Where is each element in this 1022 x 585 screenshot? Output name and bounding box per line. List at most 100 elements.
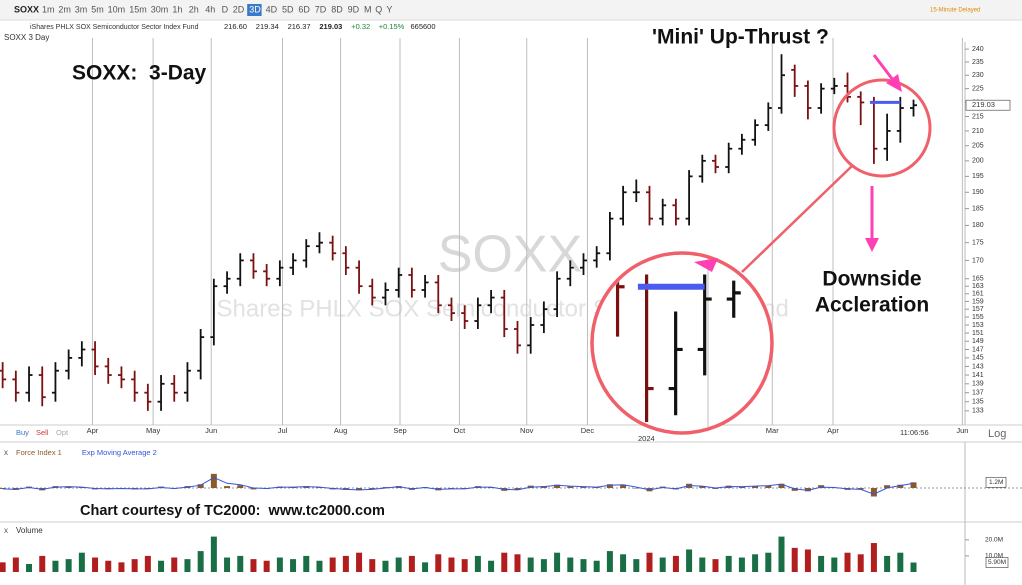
trade-button[interactable]: Opt bbox=[56, 428, 69, 437]
volume-bar bbox=[686, 549, 693, 572]
interval-button[interactable]: 3m bbox=[75, 4, 88, 14]
y-tick-label: 20.0M bbox=[985, 537, 1003, 544]
interval-button[interactable]: 1h bbox=[172, 4, 182, 14]
y-tick-label: 163 bbox=[972, 283, 984, 290]
connector bbox=[741, 165, 853, 273]
x-tick-label: May bbox=[146, 426, 160, 435]
volume-bar bbox=[606, 551, 613, 572]
last-value-box bbox=[985, 476, 1007, 488]
force-bar bbox=[778, 483, 785, 488]
y-tick-label: 139 bbox=[972, 381, 984, 388]
volume-bar bbox=[910, 562, 917, 572]
annotation: 'Mini' Up-Thrust ? bbox=[652, 26, 829, 49]
volume-bar bbox=[250, 559, 257, 572]
volume-bar bbox=[316, 560, 323, 572]
volume-bar bbox=[210, 536, 217, 572]
trade-button[interactable]: Sell bbox=[36, 428, 49, 437]
interval-button[interactable]: 6D bbox=[298, 4, 310, 14]
x-tick-label: Jun bbox=[205, 426, 217, 435]
annotation: SOXX: 3-Day bbox=[72, 62, 207, 85]
force-bar bbox=[567, 486, 574, 488]
force-bar bbox=[197, 484, 204, 488]
interval-button[interactable]: 30m bbox=[151, 4, 169, 14]
volume-bar bbox=[844, 552, 851, 572]
volume-bar bbox=[422, 562, 429, 572]
interval-button[interactable]: Y bbox=[386, 4, 392, 14]
x-tick-label: Mar bbox=[766, 426, 779, 435]
volume-bar bbox=[12, 557, 19, 572]
last-value-box bbox=[985, 557, 1009, 568]
volume-bar bbox=[540, 559, 547, 572]
close-x[interactable]: x bbox=[4, 448, 8, 457]
interval-button[interactable]: M bbox=[364, 4, 372, 14]
y-tick-label: 240 bbox=[972, 46, 984, 53]
interval-button[interactable]: 5m bbox=[91, 4, 104, 14]
interval-button[interactable]: 15m bbox=[129, 4, 147, 14]
arrow-head bbox=[865, 238, 879, 252]
trade-button[interactable]: Buy bbox=[16, 428, 29, 437]
interval-button[interactable]: Q bbox=[375, 4, 382, 14]
scale-label[interactable]: Log bbox=[988, 428, 1006, 440]
force-bar bbox=[897, 484, 904, 488]
interval-button[interactable]: 5D bbox=[282, 4, 294, 14]
volume-bar bbox=[369, 559, 376, 572]
annotation: Accleration bbox=[815, 294, 929, 317]
volume-bar bbox=[342, 555, 349, 572]
interval-button[interactable]: 4h bbox=[205, 4, 215, 14]
volume-bar bbox=[580, 559, 587, 572]
y-tick-label: 215 bbox=[972, 113, 984, 120]
x-tick-label: Apr bbox=[827, 426, 839, 435]
interval-button[interactable]: 2D bbox=[233, 4, 245, 14]
interval-button[interactable]: 4D bbox=[266, 4, 278, 14]
last-price-box bbox=[965, 99, 1011, 111]
interval-button[interactable]: 3D bbox=[249, 4, 261, 14]
volume-bar bbox=[356, 552, 363, 572]
y-tick-label: 133 bbox=[972, 408, 984, 415]
force-bar bbox=[606, 484, 613, 488]
last-price-label: 219.03 bbox=[972, 100, 995, 109]
close-x[interactable]: x bbox=[4, 526, 8, 535]
force-bar bbox=[857, 488, 864, 490]
quote-field: 216.37 bbox=[288, 22, 311, 31]
quote-field: 219.34 bbox=[256, 22, 279, 31]
force-bar bbox=[554, 484, 561, 488]
interval-button[interactable]: D bbox=[222, 4, 229, 14]
interval-button[interactable]: 8D bbox=[331, 4, 343, 14]
interval-button[interactable]: 9D bbox=[348, 4, 360, 14]
volume-bar bbox=[633, 559, 640, 572]
y-tick-label: 170 bbox=[972, 257, 984, 264]
interval-button[interactable]: 2m bbox=[58, 4, 71, 14]
force-bar bbox=[369, 488, 376, 490]
quote-field: 665600 bbox=[411, 22, 436, 31]
volume-bar bbox=[488, 560, 495, 572]
credit: Chart courtesy of TC2000: www.tc2000.com bbox=[80, 503, 385, 519]
inset-arrow bbox=[694, 258, 718, 272]
volume-bar bbox=[725, 555, 732, 572]
volume-bar bbox=[620, 554, 627, 572]
force-bar bbox=[752, 486, 759, 488]
volume-bar bbox=[184, 559, 191, 572]
volume-bar bbox=[765, 552, 772, 572]
volume-bar bbox=[276, 557, 283, 572]
interval-button[interactable]: 7D bbox=[315, 4, 327, 14]
y-tick-label: 190 bbox=[972, 189, 984, 196]
force-bar bbox=[804, 488, 811, 492]
interval-button[interactable]: 1m bbox=[42, 4, 55, 14]
volume-bar bbox=[818, 555, 825, 572]
interval-button[interactable]: 10m bbox=[108, 4, 126, 14]
volume-bar bbox=[290, 559, 297, 572]
symbol[interactable]: SOXX bbox=[14, 4, 39, 14]
interval-button[interactable]: 2h bbox=[189, 4, 199, 14]
volume-bar bbox=[752, 554, 759, 572]
force-bar bbox=[620, 484, 627, 488]
x-tick-label: Apr bbox=[87, 426, 99, 435]
force-bar bbox=[210, 473, 217, 488]
force-bar bbox=[910, 482, 917, 488]
y-tick-label: 143 bbox=[972, 363, 984, 370]
force-bar bbox=[738, 486, 745, 488]
force-bar bbox=[580, 487, 587, 488]
volume-bar bbox=[831, 557, 838, 572]
volume-bar bbox=[158, 560, 165, 572]
volume-bar bbox=[52, 560, 59, 572]
